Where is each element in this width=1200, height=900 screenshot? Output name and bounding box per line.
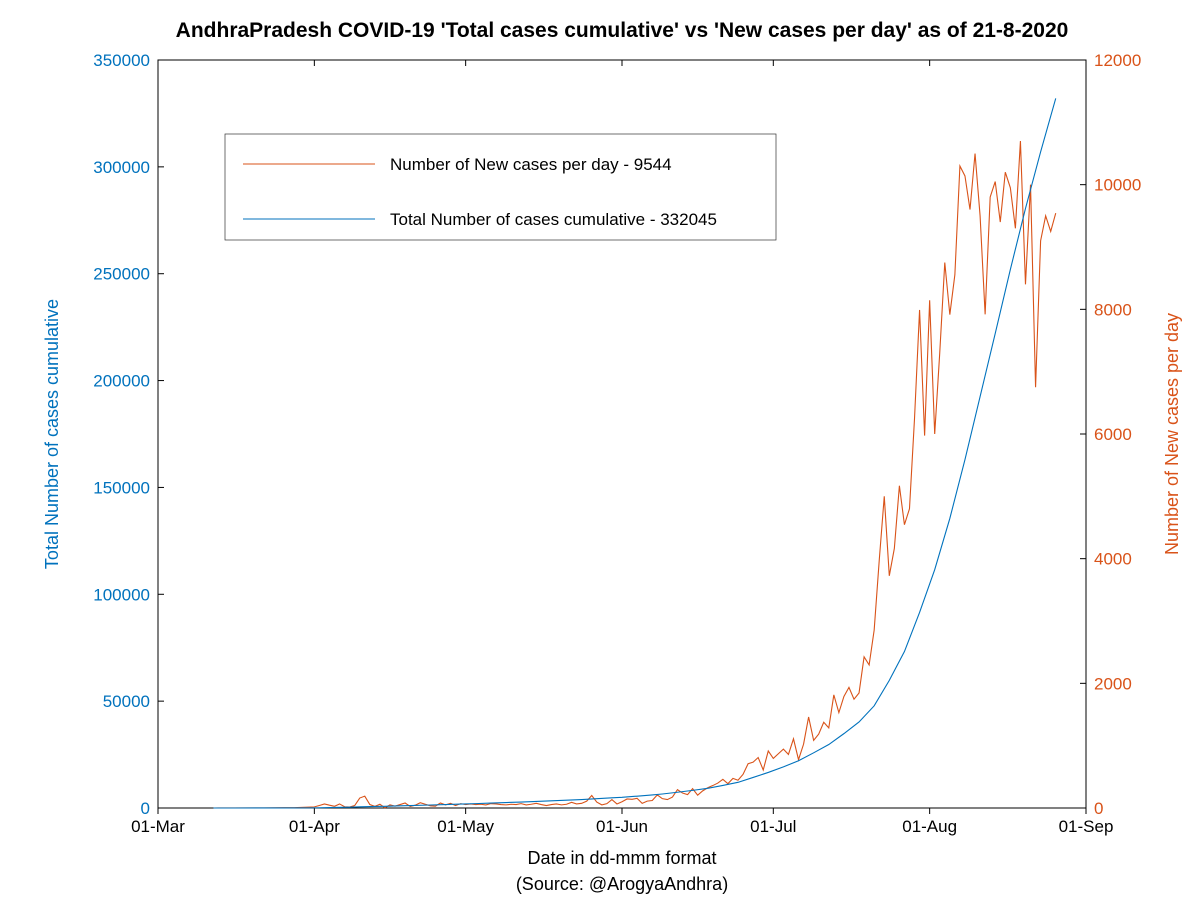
- y-right-tick-label: 12000: [1094, 51, 1141, 70]
- y-right-axis-label: Number of New cases per day: [1162, 313, 1182, 555]
- y-left-tick-label: 0: [141, 799, 150, 818]
- x-tick-label: 01-Jun: [596, 817, 648, 836]
- x-axis-label-line2: (Source: @ArogyaAndhra): [516, 874, 728, 894]
- series-new_cases: [213, 141, 1055, 808]
- y-left-tick-label: 200000: [93, 372, 150, 391]
- y-left-tick-label: 100000: [93, 585, 150, 604]
- y-right-tick-label: 0: [1094, 799, 1103, 818]
- x-tick-label: 01-Jul: [750, 817, 796, 836]
- y-right-tick-label: 6000: [1094, 425, 1132, 444]
- x-tick-label: 01-Mar: [131, 817, 185, 836]
- x-tick-label: 01-May: [437, 817, 494, 836]
- y-left-tick-label: 250000: [93, 265, 150, 284]
- x-tick-label: 01-Sep: [1059, 817, 1114, 836]
- legend-label: Number of New cases per day - 9544: [390, 155, 672, 174]
- y-left-tick-label: 300000: [93, 158, 150, 177]
- legend-label: Total Number of cases cumulative - 33204…: [390, 210, 717, 229]
- x-tick-label: 01-Aug: [902, 817, 957, 836]
- y-right-tick-label: 8000: [1094, 300, 1132, 319]
- x-axis-label-line1: Date in dd-mmm format: [527, 848, 716, 868]
- chart-svg: AndhraPradesh COVID-19 'Total cases cumu…: [0, 0, 1200, 900]
- y-left-tick-label: 350000: [93, 51, 150, 70]
- x-tick-label: 01-Apr: [289, 817, 340, 836]
- chart-title: AndhraPradesh COVID-19 'Total cases cumu…: [176, 19, 1069, 42]
- y-left-tick-label: 50000: [103, 692, 150, 711]
- y-right-tick-label: 4000: [1094, 550, 1132, 569]
- chart-container: AndhraPradesh COVID-19 'Total cases cumu…: [0, 0, 1200, 900]
- y-left-axis-label: Total Number of cases cumulative: [42, 299, 62, 569]
- y-right-tick-label: 10000: [1094, 176, 1141, 195]
- y-right-tick-label: 2000: [1094, 674, 1132, 693]
- y-left-tick-label: 150000: [93, 478, 150, 497]
